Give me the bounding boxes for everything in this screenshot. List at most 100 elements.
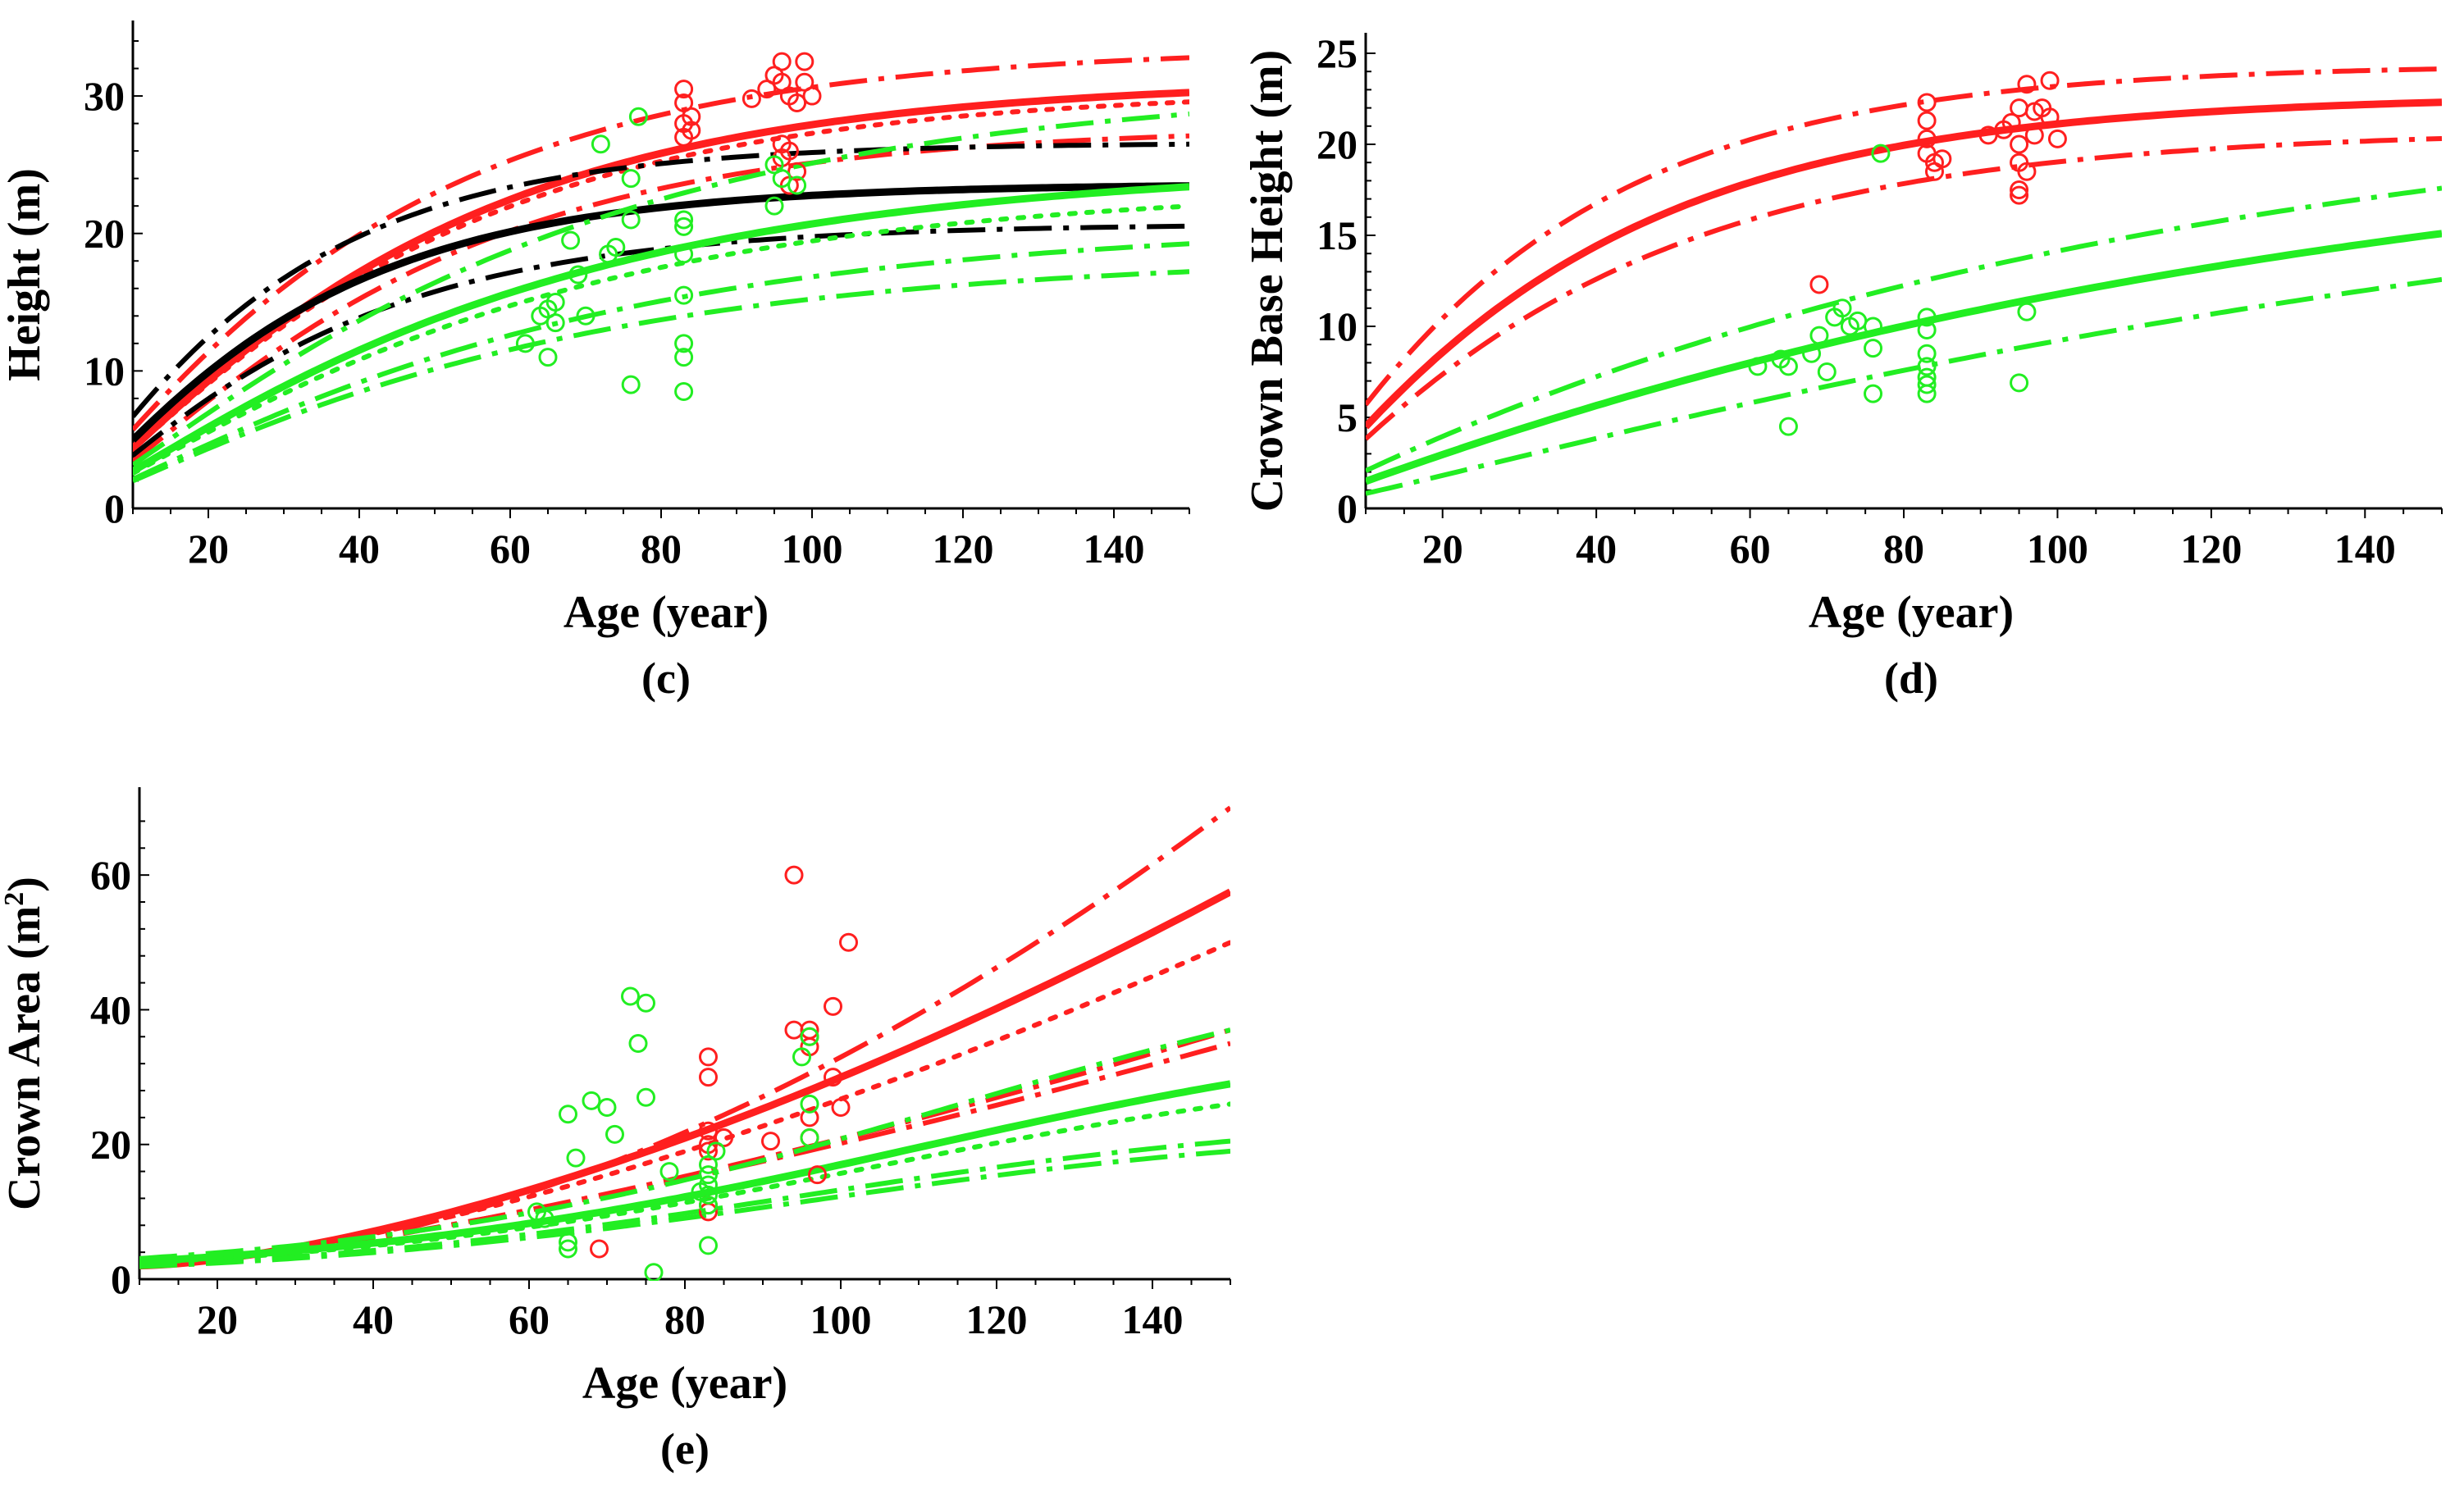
data-point-green	[591, 134, 610, 154]
data-point-green	[1917, 320, 1937, 339]
y-tick-label: 10	[84, 348, 125, 394]
data-point-red	[772, 52, 792, 71]
data-point-red	[1932, 149, 1952, 169]
data-point-green	[644, 1263, 664, 1281]
series-line-green-solid	[133, 183, 1189, 475]
panel-e-crown-area-chart: 20 40 60 80 100 120 140 0 20 40 60 Age (year) (e) Cro…	[0, 787, 1231, 1474]
data-point-red	[699, 1068, 718, 1087]
x-tick-label: 60	[509, 1296, 550, 1342]
data-point-red	[2010, 185, 2029, 205]
data-point-green	[674, 216, 694, 236]
data-point-green	[2010, 373, 2029, 393]
data-point-green	[800, 1094, 819, 1114]
y-tick-label: 40	[90, 986, 131, 1032]
data-point-red	[2047, 129, 2067, 148]
series-line-red-dotted	[139, 940, 1230, 1269]
series-line-green-dotted	[133, 203, 1189, 476]
x-tick-label: 40	[339, 526, 380, 572]
panel-label: (c)	[641, 654, 691, 703]
series-line-red-dashdot	[133, 55, 1189, 432]
data-point-green	[699, 1175, 718, 1195]
data-point-green	[606, 237, 626, 257]
x-tick-label: 20	[188, 526, 229, 572]
data-point-red	[674, 80, 694, 99]
x-tick-label: 40	[353, 1296, 394, 1342]
series-line-red-dashdot	[1366, 66, 2442, 407]
series-line-green-dashdot	[139, 1027, 1230, 1261]
data-point-green	[597, 1098, 617, 1118]
data-point-green	[764, 196, 784, 216]
data-point-red	[741, 89, 761, 108]
data-point-red	[831, 1098, 851, 1118]
y-axis-label-suffix: )	[0, 877, 50, 892]
data-point-green	[674, 285, 694, 305]
panel-d-crown-base-height-chart: 20 40 60 80 100 120 140 0 5 10 15 20 25 Age (year) (d)…	[1242, 30, 2443, 703]
data-point-green	[566, 1148, 586, 1168]
series-line-green-dotted	[139, 1101, 1230, 1266]
data-point-red	[824, 1068, 842, 1087]
data-point-green	[538, 348, 558, 367]
data-point-red	[2001, 112, 2021, 132]
x-tick-label: 80	[641, 526, 682, 572]
data-point-green	[637, 1087, 655, 1107]
data-point-red	[2040, 71, 2060, 90]
series-line-black-solid	[133, 182, 1189, 443]
series-line-green-dashdot	[133, 241, 1189, 482]
data-point-green	[1864, 317, 1883, 336]
x-tick-label: 120	[2180, 526, 2242, 572]
data-point-green	[792, 1047, 811, 1067]
data-point-green	[674, 244, 694, 264]
data-point-green	[800, 1027, 819, 1046]
y-axis-label-text: Crown Base Height (m)	[1242, 50, 1293, 512]
data-point-green	[515, 334, 535, 353]
series-line-green-dashdot	[1366, 276, 2442, 496]
x-tick-label: 40	[1576, 526, 1617, 572]
data-point-red	[2017, 75, 2037, 94]
y-tick-label: 10	[1316, 303, 1357, 349]
data-point-green	[699, 1185, 718, 1205]
x-tick-label: 140	[2334, 526, 2396, 572]
data-point-green	[674, 348, 694, 367]
y-axis-label: Crown Area (m2)	[0, 877, 50, 1210]
data-point-green	[621, 375, 641, 394]
y-tick-label: 30	[84, 73, 125, 119]
x-tick-label: 100	[782, 526, 843, 572]
data-point-green	[659, 1162, 679, 1182]
data-point-green	[787, 175, 807, 195]
data-point-green	[1809, 326, 1829, 345]
data-point-red	[2024, 125, 2044, 145]
y-tick-label: 5	[1337, 394, 1357, 440]
data-point-red	[808, 1165, 827, 1185]
series-line-green-dashdot	[133, 112, 1189, 467]
series-line-red-solid	[133, 89, 1189, 451]
x-tick-label: 60	[1730, 526, 1771, 572]
data-point-green	[605, 1124, 624, 1144]
data-point-green	[621, 986, 640, 1006]
data-point-red	[699, 1047, 718, 1067]
data-point-red	[802, 86, 822, 106]
x-tick-label: 100	[810, 1296, 872, 1342]
y-tick-label: 20	[90, 1122, 131, 1168]
series-line-black-dashdot	[133, 141, 1189, 418]
data-point-green	[699, 1165, 718, 1185]
data-point-red	[2017, 162, 2037, 181]
series-line-red-dashdot	[139, 1027, 1230, 1269]
y-axis-label: Crown Base Height (m)	[1242, 50, 1293, 512]
data-point-red	[682, 107, 701, 126]
data-point-green	[699, 1236, 718, 1255]
data-point-red	[784, 1020, 804, 1040]
data-point-red	[699, 1121, 718, 1141]
data-point-green	[1917, 344, 1937, 363]
data-point-green	[535, 1209, 554, 1228]
data-point-green	[699, 1196, 718, 1215]
y-axis-label-text: Height (m)	[0, 168, 50, 381]
x-tick-label: 20	[197, 1296, 238, 1342]
data-point-green	[628, 107, 648, 126]
data-point-green	[568, 265, 588, 285]
data-point-green	[561, 230, 581, 250]
series-line-green-dashdot	[133, 269, 1189, 484]
x-tick-label: 140	[1084, 526, 1145, 572]
data-point-green	[1871, 143, 1891, 163]
data-point-red	[2040, 107, 2060, 127]
